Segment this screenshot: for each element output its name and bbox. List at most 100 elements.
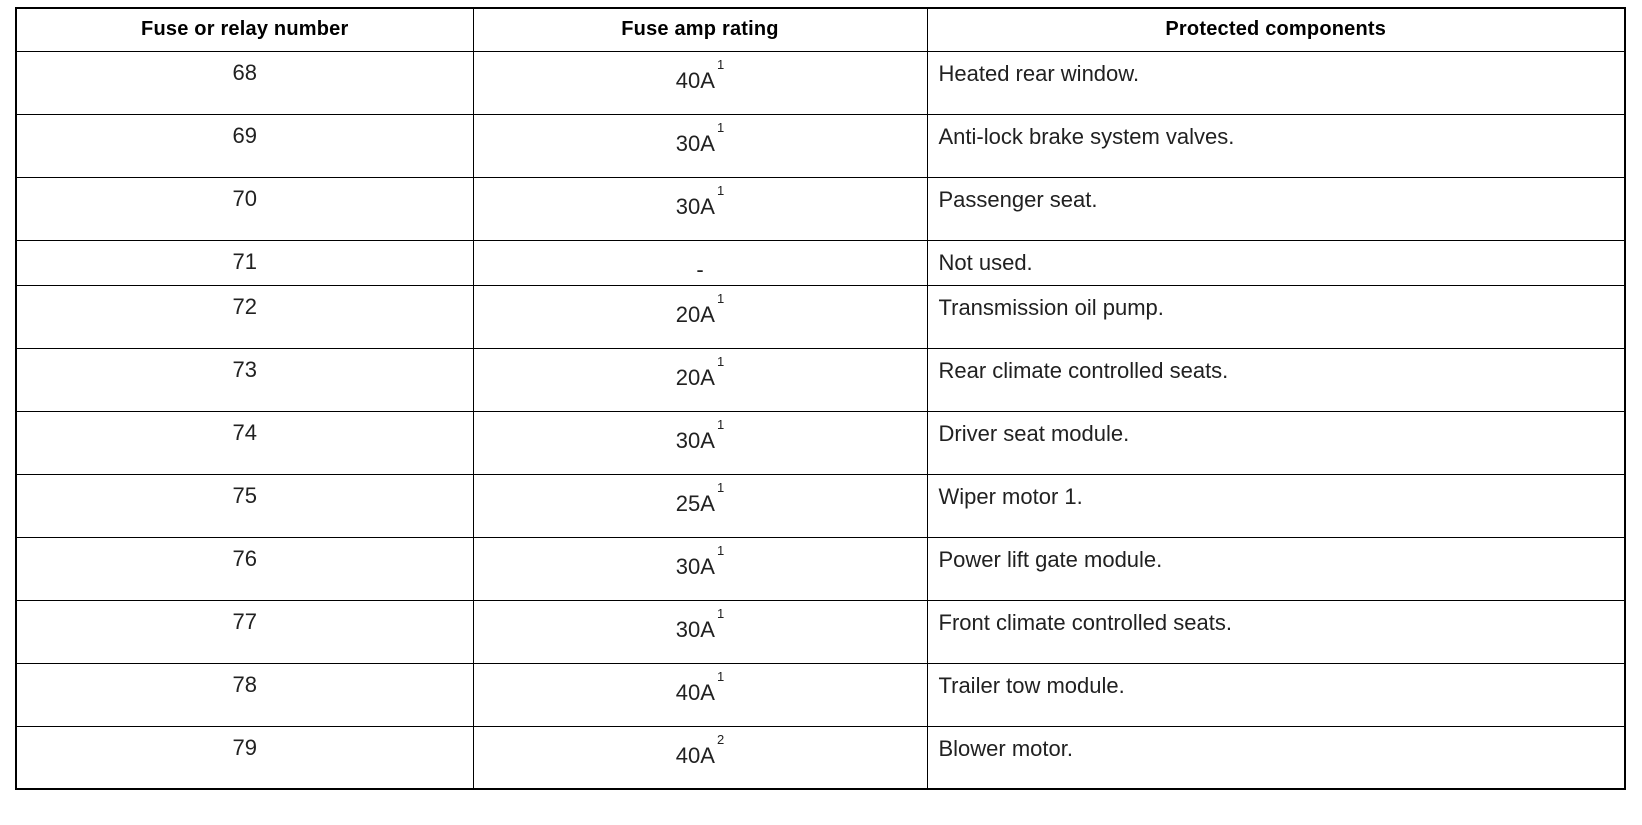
footnote-superscript: 1 (716, 291, 725, 307)
amp-rating-cell: 30A1 (472, 176, 928, 241)
fuse-number: 72 (232, 293, 257, 319)
amp-rating-cell: 30A1 (472, 113, 928, 178)
fuse-number-cell: 69 (15, 113, 474, 178)
protected-components-cell: Blower motor. (926, 725, 1626, 790)
protected-components-cell: Front climate controlled seats. (926, 599, 1626, 664)
fuse-number-cell: 74 (15, 410, 474, 475)
protected-components: Power lift gate module. (938, 546, 1163, 572)
amp-rating: 30A (675, 130, 715, 156)
footnote-superscript: 1 (716, 669, 725, 685)
footnote-superscript: 1 (716, 417, 725, 433)
protected-components: Front climate controlled seats. (938, 609, 1232, 635)
protected-components-cell: Not used. (926, 239, 1626, 286)
table-row: 69 30A1 Anti-lock brake system valves. (15, 113, 1626, 178)
col-header-amp-rating: Fuse amp rating (472, 7, 928, 52)
footnote-superscript: 1 (716, 183, 725, 199)
protected-components-cell: Heated rear window. (926, 50, 1626, 115)
protected-components: Driver seat module. (938, 420, 1130, 446)
amp-rating-cell: 30A1 (472, 536, 928, 601)
fuse-number: 68 (232, 59, 257, 85)
fuse-number: 79 (232, 734, 257, 760)
fuse-number: 75 (232, 482, 257, 508)
protected-components-cell: Anti-lock brake system valves. (926, 113, 1626, 178)
fuse-number-cell: 76 (15, 536, 474, 601)
amp-rating: 40A (675, 742, 715, 768)
fuse-number: 69 (232, 122, 257, 148)
table-row: 70 30A1 Passenger seat. (15, 176, 1626, 241)
protected-components-cell: Rear climate controlled seats. (926, 347, 1626, 412)
amp-rating-cell: 40A1 (472, 50, 928, 115)
table-row: 71 - Not used. (15, 239, 1626, 286)
table-body: 68 40A1 Heated rear window. 69 30A1 Anti… (15, 50, 1626, 790)
fuse-number-cell: 68 (15, 50, 474, 115)
fuse-number: 77 (232, 608, 257, 634)
fuse-number-cell: 79 (15, 725, 474, 790)
protected-components: Rear climate controlled seats. (938, 357, 1229, 383)
amp-rating: 40A (675, 679, 715, 705)
protected-components: Not used. (938, 249, 1033, 275)
footnote-superscript: 1 (716, 354, 725, 370)
fuse-number-cell: 73 (15, 347, 474, 412)
fuse-relay-table: Fuse or relay number Fuse amp rating Pro… (15, 7, 1626, 790)
protected-components-cell: Power lift gate module. (926, 536, 1626, 601)
amp-rating-cell: 20A1 (472, 284, 928, 349)
protected-components: Blower motor. (938, 735, 1074, 761)
fuse-number: 78 (232, 671, 257, 697)
amp-rating-cell: 30A1 (472, 410, 928, 475)
table-row: 74 30A1 Driver seat module. (15, 410, 1626, 475)
table-row: 79 40A2 Blower motor. (15, 725, 1626, 790)
footnote-superscript: 1 (716, 57, 725, 73)
protected-components: Trailer tow module. (938, 672, 1125, 698)
footnote-superscript: 1 (716, 606, 725, 622)
footnote-superscript: 1 (716, 120, 725, 136)
fuse-number-cell: 70 (15, 176, 474, 241)
amp-rating-cell: - (472, 239, 928, 286)
fuse-number: 71 (232, 248, 257, 274)
table-header-row: Fuse or relay number Fuse amp rating Pro… (15, 7, 1626, 52)
amp-rating: 30A (675, 427, 715, 453)
col-header-fuse-number: Fuse or relay number (15, 7, 474, 52)
table-row: 72 20A1 Transmission oil pump. (15, 284, 1626, 349)
fuse-number: 76 (232, 545, 257, 571)
amp-rating: - (696, 256, 704, 282)
protected-components-cell: Transmission oil pump. (926, 284, 1626, 349)
table-row: 76 30A1 Power lift gate module. (15, 536, 1626, 601)
amp-rating-cell: 40A1 (472, 662, 928, 727)
table-row: 77 30A1 Front climate controlled seats. (15, 599, 1626, 664)
protected-components: Transmission oil pump. (938, 294, 1164, 320)
protected-components-cell: Driver seat module. (926, 410, 1626, 475)
table-row: 78 40A1 Trailer tow module. (15, 662, 1626, 727)
footnote-superscript: 1 (716, 543, 725, 559)
protected-components: Passenger seat. (938, 186, 1098, 212)
fuse-number-cell: 75 (15, 473, 474, 538)
table-row: 68 40A1 Heated rear window. (15, 50, 1626, 115)
col-header-protected-components: Protected components (926, 7, 1626, 52)
amp-rating: 30A (675, 193, 715, 219)
amp-rating-cell: 40A2 (472, 725, 928, 790)
amp-rating: 20A (675, 301, 715, 327)
fuse-number: 73 (232, 356, 257, 382)
fuse-number-cell: 72 (15, 284, 474, 349)
amp-rating-cell: 25A1 (472, 473, 928, 538)
protected-components: Wiper motor 1. (938, 483, 1083, 509)
fuse-number: 74 (232, 419, 257, 445)
protected-components: Heated rear window. (938, 60, 1140, 86)
amp-rating: 25A (675, 490, 715, 516)
protected-components-cell: Wiper motor 1. (926, 473, 1626, 538)
protected-components-cell: Trailer tow module. (926, 662, 1626, 727)
amp-rating: 30A (675, 553, 715, 579)
table-row: 73 20A1 Rear climate controlled seats. (15, 347, 1626, 412)
amp-rating-cell: 20A1 (472, 347, 928, 412)
table-row: 75 25A1 Wiper motor 1. (15, 473, 1626, 538)
footnote-superscript: 2 (716, 732, 725, 748)
amp-rating: 30A (675, 616, 715, 642)
footnote-superscript: 1 (716, 480, 725, 496)
fuse-number-cell: 77 (15, 599, 474, 664)
fuse-number: 70 (232, 185, 257, 211)
fuse-number-cell: 78 (15, 662, 474, 727)
amp-rating: 20A (675, 364, 715, 390)
fuse-number-cell: 71 (15, 239, 474, 286)
amp-rating: 40A (675, 67, 715, 93)
protected-components: Anti-lock brake system valves. (938, 123, 1235, 149)
